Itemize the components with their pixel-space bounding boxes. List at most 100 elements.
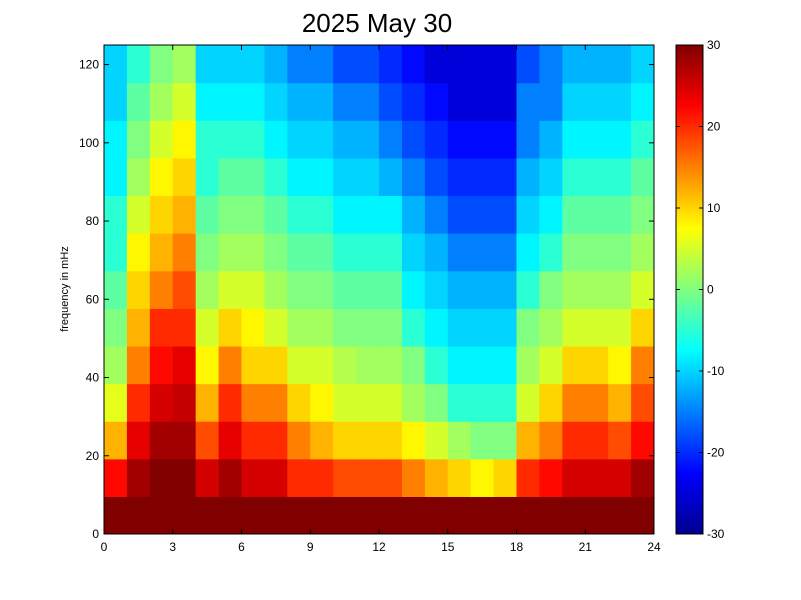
heatmap-cell — [195, 195, 220, 234]
heatmap-cell — [562, 82, 586, 121]
colorbar-tick-label: 0 — [707, 283, 714, 297]
heatmap-cell — [562, 195, 586, 234]
heatmap-cell — [333, 82, 357, 121]
heatmap-cell — [356, 82, 380, 121]
x-tick-label: 3 — [169, 540, 176, 554]
colorbar-tick-label: -10 — [707, 364, 725, 378]
heatmap-cell — [126, 496, 151, 534]
heatmap-cell — [585, 496, 609, 534]
heatmap-cell — [195, 45, 220, 84]
heatmap-cell — [126, 82, 151, 121]
heatmap-cell — [172, 120, 197, 159]
heatmap-cell — [516, 496, 541, 534]
heatmap-cell — [539, 45, 563, 84]
heatmap-cell — [195, 345, 220, 385]
heatmap-cell — [218, 458, 243, 497]
heatmap-cell — [608, 458, 632, 497]
heatmap-cell — [149, 233, 174, 272]
heatmap-cell — [333, 157, 357, 197]
heatmap-cell — [493, 458, 518, 497]
heatmap-cell — [424, 120, 449, 159]
y-tick-label: 20 — [86, 449, 100, 463]
heatmap-cell — [631, 345, 654, 385]
heatmap-cell — [631, 421, 654, 460]
heatmap-cell — [447, 421, 472, 460]
heatmap-cell — [172, 45, 197, 84]
heatmap-cell — [493, 383, 518, 422]
heatmap-cell — [333, 458, 357, 497]
heatmap-cell — [379, 270, 403, 309]
heatmap-cell — [379, 421, 403, 460]
heatmap-cell — [333, 270, 357, 309]
heatmap-cell — [585, 345, 609, 385]
heatmap-cell — [562, 458, 586, 497]
heatmap-cell — [562, 496, 586, 534]
heatmap-cell — [333, 120, 357, 159]
heatmap-cell — [493, 421, 518, 460]
heatmap-cell — [104, 195, 128, 234]
heatmap-cell — [287, 345, 311, 385]
colorbar-axis: 30 20 10 0 -10 -20 -30 — [676, 38, 725, 541]
heatmap-cell — [493, 270, 518, 309]
heatmap-cell — [218, 270, 243, 309]
heatmap-cell — [356, 270, 380, 309]
heatmap-cell — [379, 157, 403, 197]
heatmap-cell — [218, 233, 243, 272]
heatmap-cell — [104, 233, 128, 272]
heatmap-cell — [539, 308, 563, 347]
heatmap-cell — [195, 82, 220, 121]
heatmap-cell — [539, 345, 563, 385]
heatmap-cell — [493, 345, 518, 385]
heatmap-cell — [424, 233, 449, 272]
heatmap-cell — [562, 270, 586, 309]
heatmap-cell — [585, 120, 609, 159]
heatmap-cell — [470, 45, 495, 84]
heatmap-cell — [218, 496, 243, 534]
heatmap-cell — [608, 421, 632, 460]
heatmap-cell — [608, 345, 632, 385]
y-tick-label: 80 — [86, 214, 100, 228]
heatmap-cell — [104, 383, 128, 422]
heatmap-cell — [104, 496, 128, 534]
heatmap-cell — [585, 195, 609, 234]
heatmap-cell — [310, 308, 334, 347]
heatmap-cell — [241, 496, 266, 534]
heatmap-cell — [401, 195, 426, 234]
heatmap-cell — [424, 496, 449, 534]
heatmap-cell — [195, 157, 220, 197]
heatmap-cell — [287, 308, 311, 347]
heatmap-cell — [493, 233, 518, 272]
heatmap-cell — [264, 383, 288, 422]
heatmap-cell — [424, 157, 449, 197]
heatmap-cell — [356, 157, 380, 197]
heatmap-cell — [333, 45, 357, 84]
heatmap-cell — [195, 120, 220, 159]
y-tick-label: 120 — [79, 58, 99, 72]
heatmap-cell — [470, 458, 495, 497]
heatmap-cell — [149, 345, 174, 385]
heatmap-cell — [401, 82, 426, 121]
heatmap-cell — [172, 345, 197, 385]
heatmap-cell — [264, 270, 288, 309]
heatmap-cell — [447, 82, 472, 121]
heatmap-cell — [356, 383, 380, 422]
heatmap-cell — [218, 45, 243, 84]
heatmap-cell — [401, 308, 426, 347]
heatmap-cell — [310, 270, 334, 309]
heatmap-cell — [126, 308, 151, 347]
heatmap-cell — [539, 421, 563, 460]
heatmap-cell — [631, 157, 654, 197]
y-tick-label: 100 — [79, 136, 99, 150]
heatmap-cell — [424, 345, 449, 385]
heatmap-cell — [516, 233, 541, 272]
heatmap-cell — [264, 82, 288, 121]
x-tick-label: 21 — [579, 540, 593, 554]
heatmap-cell — [333, 496, 357, 534]
heatmap-cell — [218, 383, 243, 422]
heatmap-cell — [470, 421, 495, 460]
heatmap-cell — [470, 496, 495, 534]
heatmap-cell — [608, 233, 632, 272]
heatmap-cell — [493, 157, 518, 197]
heatmap-cell — [608, 383, 632, 422]
heatmap-cell — [516, 45, 541, 84]
